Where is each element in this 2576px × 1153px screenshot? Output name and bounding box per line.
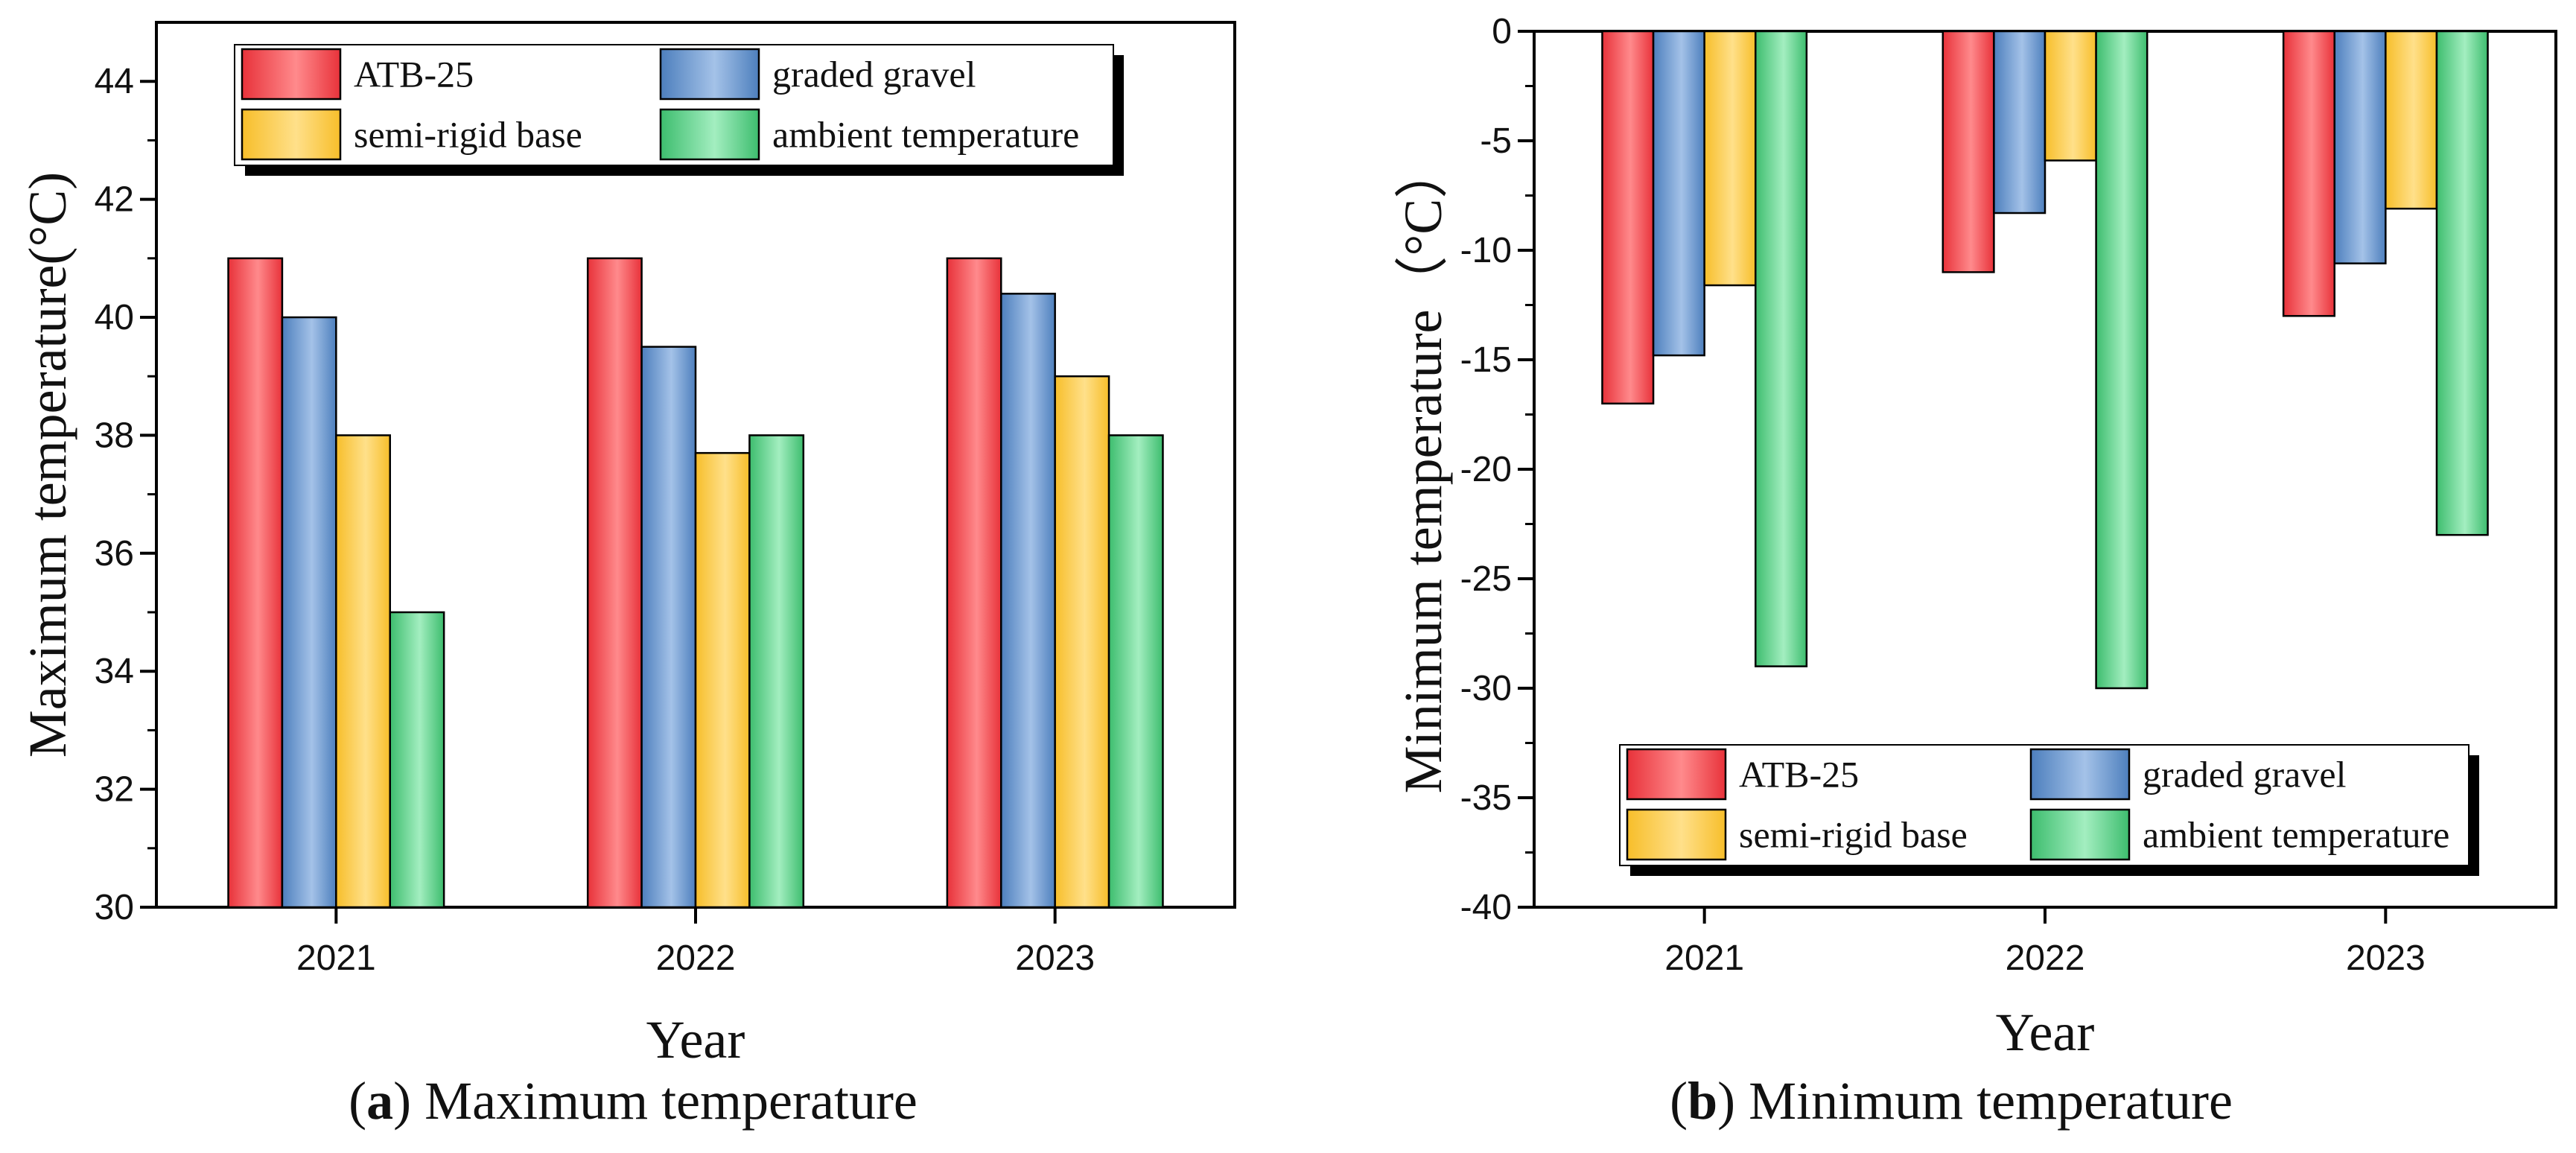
x-tick-label-2023: 2023 bbox=[1015, 938, 1095, 978]
y-tick-label: 36 bbox=[95, 534, 134, 574]
bar-atb-25-2022 bbox=[586, 257, 643, 909]
legend-label-ambient-temperature: ambient temperature bbox=[772, 114, 1079, 156]
bar-semi-rigid-base-2022 bbox=[694, 451, 751, 909]
y-tick-label: 38 bbox=[95, 416, 134, 455]
bar-semi-rigid-base-2023 bbox=[2385, 30, 2438, 210]
x-tick-label-2023: 2023 bbox=[2346, 938, 2426, 978]
y-tick-label: 32 bbox=[95, 770, 134, 810]
y-tick-label: -35 bbox=[1460, 778, 1512, 818]
x-axis-title: Year bbox=[646, 1010, 745, 1070]
y-tick-label: -40 bbox=[1460, 888, 1512, 927]
x-tick-label-2022: 2022 bbox=[656, 938, 736, 978]
bar-graded-gravel-2021 bbox=[1652, 30, 1705, 357]
legend-swatch-ambient-temperature bbox=[2029, 808, 2131, 861]
legend-swatch-atb-25 bbox=[1626, 748, 1727, 801]
y-tick-label: -20 bbox=[1460, 450, 1512, 489]
legend-label-atb-25: ATB-25 bbox=[1739, 754, 1859, 795]
bar-semi-rigid-base-2023 bbox=[1054, 375, 1110, 909]
legend: ATB-25 graded gravel semi-rigid base ambien… bbox=[234, 44, 1124, 176]
bar-semi-rigid-base-2021 bbox=[335, 434, 391, 909]
bar-ambient-temperature-2023 bbox=[1107, 434, 1164, 909]
bar-ambient-temperature-2021 bbox=[1755, 30, 1808, 667]
caption-letter: a bbox=[366, 1071, 393, 1131]
x-axis: 2021 2022 2023 bbox=[1664, 907, 2426, 978]
panel-minimum-temperature: -40 -35 -30 -25 -20 -15 -10 -5 0 2021 2022 2023 AT… bbox=[1393, 12, 2557, 1131]
caption-text: Maximum temperature bbox=[411, 1071, 917, 1131]
bars bbox=[1601, 30, 2489, 690]
x-axis: 2021 2022 2023 bbox=[296, 907, 1095, 978]
y-tick-label: 42 bbox=[95, 180, 134, 220]
legend-label-ambient-temperature: ambient temperature bbox=[2143, 814, 2449, 856]
legend-label-graded-gravel: graded gravel bbox=[2143, 754, 2346, 795]
legend-swatch-atb-25 bbox=[241, 48, 342, 101]
bar-atb-25-2023 bbox=[946, 257, 1002, 909]
y-tick-label: 0 bbox=[1492, 12, 1512, 51]
caption: (b) Minimum temperature bbox=[1670, 1071, 2233, 1131]
bar-atb-25-2023 bbox=[2282, 30, 2335, 317]
y-axis-title: Maximum temperature(°C) bbox=[18, 172, 77, 758]
x-tick-label-2021: 2021 bbox=[296, 938, 376, 978]
bar-atb-25-2021 bbox=[1601, 30, 1655, 405]
bar-graded-gravel-2023 bbox=[1000, 293, 1056, 909]
y-tick-label: 44 bbox=[95, 62, 134, 101]
panel-maximum-temperature: 30 32 34 36 38 40 42 44 2021 2022 2023 ATB-25 grad… bbox=[18, 21, 1236, 1131]
y-tick-label: -10 bbox=[1460, 231, 1512, 270]
y-tick-label: -25 bbox=[1460, 559, 1512, 599]
legend-label-semi-rigid-base: semi-rigid base bbox=[1739, 814, 1968, 856]
y-axis: 30 32 34 36 38 40 42 44 bbox=[95, 62, 156, 927]
legend-swatch-graded-gravel bbox=[659, 48, 760, 101]
y-tick-label: -15 bbox=[1460, 340, 1512, 380]
caption-letter: b bbox=[1688, 1071, 1717, 1131]
bar-ambient-temperature-2021 bbox=[389, 611, 445, 909]
y-tick-label: 40 bbox=[95, 298, 134, 337]
legend-swatch-semi-rigid-base bbox=[1626, 808, 1727, 861]
legend-label-atb-25: ATB-25 bbox=[354, 54, 474, 95]
bar-atb-25-2022 bbox=[1941, 30, 1995, 273]
legend-swatch-ambient-temperature bbox=[659, 108, 760, 161]
bar-ambient-temperature-2023 bbox=[2435, 30, 2489, 536]
bar-ambient-temperature-2022 bbox=[748, 434, 805, 909]
bar-graded-gravel-2022 bbox=[1993, 30, 2047, 215]
legend-swatch-graded-gravel bbox=[2029, 748, 2131, 801]
bar-semi-rigid-base-2021 bbox=[1703, 30, 1757, 287]
legend: ATB-25 graded gravel semi-rigid base ambien… bbox=[1619, 744, 2479, 876]
x-tick-label-2021: 2021 bbox=[1664, 938, 1744, 978]
x-axis-title: Year bbox=[1996, 1003, 2095, 1062]
bar-atb-25-2021 bbox=[227, 257, 284, 909]
legend-swatch-semi-rigid-base bbox=[241, 108, 342, 161]
bar-semi-rigid-base-2022 bbox=[2044, 30, 2097, 162]
y-axis: -40 -35 -30 -25 -20 -15 -10 -5 0 bbox=[1460, 12, 1534, 927]
legend-label-graded-gravel: graded gravel bbox=[772, 54, 976, 95]
bar-ambient-temperature-2022 bbox=[2095, 30, 2149, 690]
y-tick-label: -30 bbox=[1460, 669, 1512, 708]
bar-graded-gravel-2022 bbox=[640, 346, 697, 909]
caption: (a) Maximum temperature bbox=[349, 1071, 917, 1131]
bars bbox=[227, 257, 1164, 909]
caption-text: Minimum temperature bbox=[1735, 1071, 2233, 1131]
y-tick-label: 34 bbox=[95, 652, 134, 691]
legend-label-semi-rigid-base: semi-rigid base bbox=[354, 114, 582, 156]
bar-graded-gravel-2023 bbox=[2333, 30, 2387, 264]
bar-graded-gravel-2021 bbox=[281, 316, 337, 909]
x-tick-label-2022: 2022 bbox=[2006, 938, 2085, 978]
y-axis-title: Minimum temperature（°C） bbox=[1393, 145, 1453, 794]
y-tick-label: -5 bbox=[1480, 121, 1512, 161]
y-tick-label: 30 bbox=[95, 888, 134, 927]
